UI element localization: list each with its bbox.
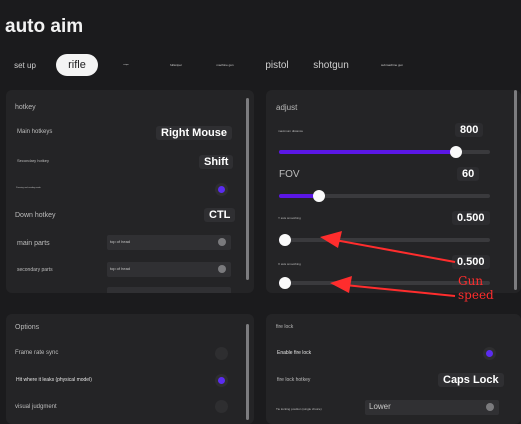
x-smoothing-label: X axis smoothing — [278, 262, 301, 266]
pressing-mode-label: Pressing and sending mode — [16, 187, 41, 189]
tab-fullsniper[interactable]: fullsniper — [169, 63, 182, 67]
y-smoothing-slider[interactable] — [279, 234, 490, 246]
options-scrollbar[interactable] — [246, 324, 249, 420]
visual-judgment-radio[interactable] — [215, 400, 228, 413]
main-parts-label: main parts — [17, 240, 50, 247]
main-parts-dropdown[interactable]: top of head — [107, 235, 231, 250]
distance-label: maximum distance — [278, 129, 304, 133]
y-smoothing-slider-thumb[interactable] — [279, 234, 292, 246]
main-parts-value: top of head — [110, 239, 131, 244]
firelock-title: fire lock — [276, 324, 294, 330]
adjust-panel: adjust maximum distance 800 FOV 60 Y axi… — [266, 90, 521, 293]
tab-submachine-gun[interactable]: submachine gun — [380, 63, 403, 67]
tab-pistol[interactable]: pistol — [265, 59, 289, 71]
secondary-hotkey-label: Secondary hotkey — [17, 158, 50, 163]
distance-slider[interactable] — [279, 146, 490, 158]
pressing-mode-radio[interactable] — [215, 183, 228, 196]
y-smoothing-value[interactable]: 0.500 — [452, 211, 490, 225]
x-smoothing-slider-thumb[interactable] — [279, 277, 292, 289]
enable-firelock-radio[interactable] — [483, 347, 496, 360]
distance-slider-fill — [279, 150, 457, 154]
lock-position-value: Lower — [369, 402, 391, 411]
annotation-text: Gun speed — [458, 274, 494, 302]
partial-dropdown[interactable] — [107, 287, 231, 293]
adjust-scrollbar[interactable] — [514, 90, 517, 290]
fov-slider-fill — [279, 194, 320, 198]
hit-leaks-radio[interactable] — [215, 374, 228, 387]
down-hotkey-label: Down hotkey — [15, 212, 56, 219]
tab-rifle[interactable]: rifle — [56, 54, 98, 76]
fov-label: FOV — [279, 169, 300, 180]
lock-position-toggle-icon — [486, 403, 494, 411]
x-smoothing-value[interactable]: 0.500 — [452, 255, 490, 269]
x-smoothing-slider[interactable] — [279, 277, 490, 289]
secondary-hotkey-value[interactable]: Shift — [199, 155, 234, 169]
hotkey-title: hotkey — [15, 104, 36, 111]
app-title: auto aim — [5, 16, 84, 37]
firelock-hotkey-value[interactable]: Caps Lock — [438, 373, 504, 387]
lock-position-dropdown[interactable]: Lower — [365, 400, 499, 415]
hotkey-scrollbar[interactable] — [246, 98, 249, 280]
firelock-hotkey-label: fire lock hotkey — [277, 377, 311, 383]
main-hotkey-value[interactable]: Right Mouse — [156, 126, 232, 140]
fov-slider-thumb[interactable] — [313, 190, 326, 202]
distance-value[interactable]: 800 — [455, 123, 484, 137]
fov-slider[interactable] — [279, 190, 490, 202]
hit-leaks-label: Hit where it leaks (physical model) — [16, 377, 92, 383]
tab-sniper[interactable]: sniper — [123, 64, 129, 66]
main-hotkey-label: Main hotkeys — [17, 129, 53, 135]
y-smoothing-label: Y axis smoothing — [278, 216, 301, 220]
secondary-parts-label: secondary parts — [17, 267, 53, 273]
down-hotkey-value[interactable]: CTL — [204, 208, 236, 222]
options-panel: Options Frame rate sync Hit where it lea… — [6, 314, 254, 424]
options-title: Options — [15, 324, 40, 331]
fov-value[interactable]: 60 — [457, 167, 480, 181]
frame-sync-radio[interactable] — [215, 347, 228, 360]
adjust-title: adjust — [276, 103, 298, 112]
secondary-parts-dropdown[interactable]: top of head — [107, 262, 231, 277]
hotkey-panel: hotkey Main hotkeys Right Mouse Secondar… — [6, 90, 254, 293]
tab-setup[interactable]: set up — [14, 60, 36, 70]
enable-firelock-label: Enable fire lock — [277, 350, 312, 356]
distance-slider-thumb[interactable] — [450, 146, 463, 158]
main-parts-toggle-icon — [218, 238, 226, 246]
frame-sync-label: Frame rate sync — [15, 350, 59, 356]
firelock-panel: fire lock Enable fire lock fire lock hot… — [266, 314, 521, 424]
secondary-parts-toggle-icon — [218, 265, 226, 273]
visual-judgment-label: visual judgment — [15, 404, 57, 410]
tab-shotgun[interactable]: shotgun — [313, 59, 349, 71]
tab-machine-gun[interactable]: machine gun — [216, 63, 234, 67]
secondary-parts-value: top of head — [110, 266, 131, 271]
lock-position-label: Tie locking position (single choice) — [276, 407, 322, 411]
